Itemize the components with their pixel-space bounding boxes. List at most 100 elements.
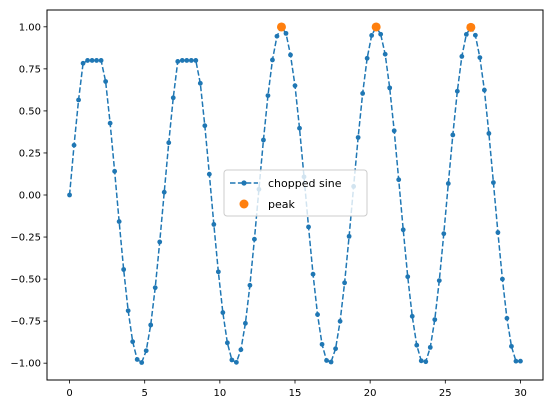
- data-point-chopped-sine: [139, 360, 145, 365]
- data-point-chopped-sine: [414, 342, 420, 348]
- data-point-chopped-sine: [247, 282, 253, 288]
- data-point-chopped-sine: [310, 271, 316, 277]
- data-point-chopped-sine: [188, 58, 194, 63]
- data-point-chopped-sine: [170, 95, 176, 101]
- data-point-chopped-sine: [76, 97, 81, 103]
- data-point-chopped-sine: [500, 276, 505, 282]
- data-point-chopped-sine: [67, 192, 72, 198]
- data-point-chopped-sine: [396, 177, 402, 183]
- data-point-chopped-sine: [125, 308, 131, 314]
- data-point-chopped-sine: [89, 58, 95, 63]
- data-point-chopped-sine: [378, 31, 384, 37]
- y-tick-label: −0.75: [10, 317, 41, 328]
- data-point-chopped-sine: [441, 231, 447, 237]
- data-point-chopped-sine: [409, 313, 415, 319]
- data-point-chopped-sine: [454, 88, 460, 94]
- data-point-chopped-sine: [121, 267, 127, 272]
- data-point-peak: [371, 22, 381, 32]
- data-point-chopped-sine: [184, 58, 190, 63]
- data-point-chopped-sine: [337, 318, 343, 324]
- data-point-chopped-sine: [175, 59, 181, 64]
- data-point-chopped-sine: [220, 310, 226, 315]
- y-tick-label: −0.50: [10, 275, 41, 286]
- data-point-chopped-sine: [238, 347, 244, 353]
- data-point-chopped-sine: [94, 58, 99, 63]
- data-point-chopped-sine: [243, 320, 248, 326]
- data-point-chopped-sine: [445, 181, 451, 186]
- data-point-chopped-sine: [333, 346, 338, 352]
- data-point-chopped-sine: [80, 60, 86, 66]
- data-point-chopped-sine: [324, 358, 329, 363]
- data-point-chopped-sine: [148, 322, 154, 328]
- data-point-chopped-sine: [436, 278, 442, 283]
- legend-label-peak: peak: [268, 198, 295, 211]
- data-point-chopped-sine: [288, 52, 293, 58]
- data-point-chopped-sine: [418, 358, 424, 364]
- data-point-chopped-sine: [423, 359, 429, 365]
- data-point-chopped-sine: [355, 135, 361, 140]
- data-point-chopped-sine: [315, 312, 320, 317]
- data-point-chopped-sine: [491, 180, 496, 185]
- data-point-chopped-sine: [513, 358, 519, 364]
- data-point-chopped-sine: [297, 125, 302, 131]
- data-point-chopped-sine: [472, 32, 478, 38]
- y-tick-label: 1.00: [19, 22, 41, 33]
- data-point-chopped-sine: [270, 57, 275, 63]
- data-point-chopped-sine: [400, 227, 406, 233]
- x-tick-label: 20: [364, 388, 377, 399]
- data-point-chopped-sine: [450, 132, 456, 138]
- data-point-chopped-sine: [292, 83, 298, 89]
- data-point-chopped-sine: [116, 219, 122, 224]
- y-tick-label: 0.00: [19, 191, 41, 202]
- data-point-chopped-sine: [252, 236, 257, 242]
- x-tick-label: 15: [289, 388, 302, 399]
- x-tick-label: 25: [439, 388, 452, 399]
- data-point-chopped-sine: [477, 55, 483, 60]
- data-point-chopped-sine: [274, 33, 280, 39]
- data-point-chopped-sine: [229, 357, 235, 363]
- data-point-chopped-sine: [463, 31, 469, 37]
- legend-marker-chopped-sine: [241, 180, 247, 186]
- y-axis: −1.00 −0.75 −0.50 −0.25 0.00 0.25 0.50 0.75 1.00: [10, 22, 47, 370]
- legend: chopped sine peak: [223, 169, 368, 217]
- data-point-chopped-sine: [85, 58, 90, 63]
- data-point-chopped-sine: [283, 30, 289, 36]
- data-point-chopped-sine: [504, 315, 510, 321]
- data-point-chopped-sine: [432, 317, 438, 323]
- data-point-chopped-sine: [346, 233, 352, 239]
- data-point-chopped-sine: [364, 55, 370, 61]
- data-point-chopped-sine: [71, 142, 77, 148]
- data-point-chopped-sine: [202, 123, 208, 129]
- data-point-chopped-sine: [342, 280, 347, 286]
- x-tick-label: 10: [213, 388, 226, 399]
- data-point-chopped-sine: [152, 285, 158, 291]
- x-tick-label: 0: [66, 388, 72, 399]
- legend-marker-peak: [239, 199, 249, 209]
- y-tick-label: 0.50: [19, 106, 41, 117]
- data-point-chopped-sine: [130, 339, 136, 345]
- data-point-chopped-sine: [197, 80, 203, 86]
- y-tick-label: −0.25: [10, 233, 41, 244]
- data-point-chopped-sine: [360, 91, 366, 96]
- data-point-chopped-sine: [405, 274, 411, 280]
- data-point-chopped-sine: [261, 137, 266, 143]
- data-point-chopped-sine: [509, 343, 514, 349]
- legend-frame: [223, 169, 368, 217]
- data-point-chopped-sine: [265, 93, 271, 98]
- data-point-chopped-sine: [495, 230, 501, 235]
- data-point-chopped-sine: [98, 58, 104, 63]
- data-point-chopped-sine: [459, 54, 465, 59]
- legend-label-chopped-sine: chopped sine: [268, 177, 342, 190]
- data-point-chopped-sine: [382, 51, 388, 57]
- data-point-chopped-sine: [387, 85, 393, 91]
- data-point-chopped-sine: [481, 87, 487, 93]
- data-point-chopped-sine: [179, 58, 185, 63]
- data-point-chopped-sine: [215, 269, 221, 275]
- data-point-chopped-sine: [233, 359, 239, 365]
- x-axis: 0 5 10 15 20 25 30: [66, 380, 527, 399]
- data-point-peak: [466, 22, 476, 32]
- data-point-chopped-sine: [319, 341, 325, 347]
- data-point-peak: [276, 22, 286, 32]
- data-point-chopped-sine: [103, 79, 109, 84]
- data-point-chopped-sine: [306, 224, 311, 230]
